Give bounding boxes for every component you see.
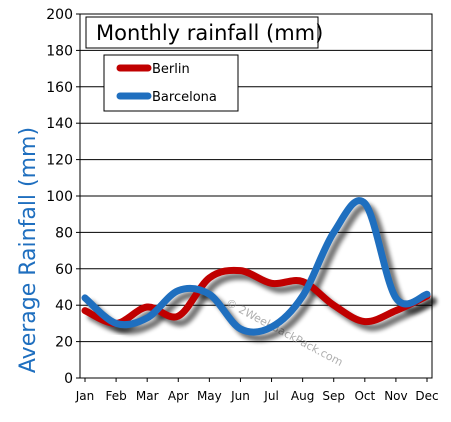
- legend-label-barcelona: Barcelona: [152, 90, 217, 105]
- chart-title: Monthly rainfall (mm): [96, 21, 323, 45]
- series-shadow-barcelona: [87, 203, 437, 342]
- x-tick-label: Oct: [354, 389, 375, 403]
- x-tick-label: Jul: [263, 389, 278, 403]
- x-tick-label: Jun: [230, 389, 250, 403]
- y-tick-label: 200: [46, 7, 73, 23]
- series-line-berlin: [81, 266, 431, 327]
- y-tick-label: 140: [46, 116, 73, 132]
- y-tick-label: 40: [55, 298, 73, 314]
- series-lines: [81, 197, 431, 336]
- x-tick-label: Aug: [291, 389, 314, 403]
- y-axis-label: Average Rainfall (mm): [16, 127, 41, 373]
- y-axis-ticks: 0 20 40 60 80 100 120 140 160 180 200: [46, 7, 80, 387]
- y-tick-label: 0: [64, 371, 73, 387]
- x-tick-label: Apr: [168, 389, 189, 403]
- title-box: [85, 16, 319, 49]
- x-tick-label: Nov: [384, 389, 407, 403]
- x-tick-label: Jan: [75, 389, 95, 403]
- legend-label-berlin: Berlin: [152, 62, 190, 77]
- y-tick-label: 100: [46, 189, 73, 205]
- y-tick-label: 160: [46, 80, 73, 96]
- x-tick-label: May: [197, 389, 222, 403]
- y-tick-label: 60: [55, 262, 73, 278]
- legend: Berlin Barcelona: [103, 54, 239, 112]
- y-tick-label: 80: [55, 225, 73, 241]
- y-tick-label: 20: [55, 335, 73, 351]
- x-tick-label: Feb: [105, 389, 126, 403]
- y-tick-label: 180: [46, 43, 73, 59]
- x-tick-label: Dec: [415, 389, 438, 403]
- x-tick-label: Sep: [322, 389, 345, 403]
- grid-lines: [80, 49, 432, 343]
- series-line-barcelona: [81, 197, 431, 336]
- x-tick-label: Mar: [136, 389, 159, 403]
- y-tick-label: 120: [46, 153, 73, 169]
- legend-box: [103, 54, 239, 112]
- x-axis-ticks: Jan Feb Mar Apr May Jun Jul Aug Sep Oct Nov Dec: [75, 378, 439, 403]
